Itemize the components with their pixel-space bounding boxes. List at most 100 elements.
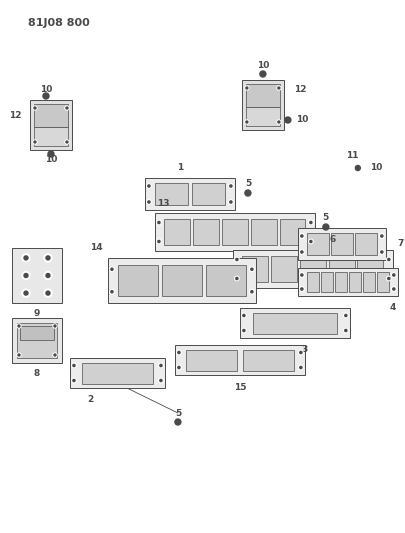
Circle shape <box>176 350 181 354</box>
Circle shape <box>250 290 252 293</box>
Circle shape <box>343 328 347 333</box>
Circle shape <box>48 151 54 157</box>
Circle shape <box>244 86 248 90</box>
Bar <box>271 256 296 282</box>
Circle shape <box>343 313 347 318</box>
Bar <box>250 219 276 245</box>
Circle shape <box>392 274 394 276</box>
Circle shape <box>147 185 150 187</box>
Text: 6: 6 <box>329 236 335 245</box>
Circle shape <box>386 257 390 262</box>
Circle shape <box>379 234 383 238</box>
Circle shape <box>250 268 252 270</box>
Bar <box>232 250 392 288</box>
Circle shape <box>391 273 395 277</box>
Circle shape <box>72 364 76 368</box>
Circle shape <box>386 276 390 281</box>
Bar <box>357 256 382 282</box>
Bar <box>375 272 388 292</box>
Circle shape <box>160 379 162 382</box>
Text: 11: 11 <box>345 150 357 159</box>
Circle shape <box>300 235 302 237</box>
Circle shape <box>17 353 21 357</box>
Text: 1: 1 <box>176 164 183 173</box>
Circle shape <box>387 259 389 261</box>
Circle shape <box>309 221 311 224</box>
Bar <box>185 350 237 370</box>
Circle shape <box>176 365 181 370</box>
Bar <box>222 219 247 245</box>
Bar <box>30 100 72 150</box>
Circle shape <box>299 273 303 277</box>
Circle shape <box>34 107 36 109</box>
Circle shape <box>146 200 151 204</box>
Circle shape <box>380 251 382 253</box>
Bar <box>306 233 328 255</box>
Text: 7: 7 <box>397 239 403 248</box>
Circle shape <box>158 364 163 368</box>
Circle shape <box>379 250 383 254</box>
Bar <box>328 256 354 282</box>
Bar <box>245 107 279 126</box>
Bar <box>334 272 346 292</box>
Circle shape <box>249 289 254 294</box>
Bar <box>252 312 336 334</box>
Circle shape <box>147 201 150 203</box>
Text: 2: 2 <box>87 395 93 405</box>
Text: 12: 12 <box>9 110 22 119</box>
Circle shape <box>46 291 50 295</box>
Circle shape <box>72 379 75 382</box>
Circle shape <box>24 256 28 260</box>
Bar <box>206 265 245 296</box>
Circle shape <box>244 190 250 196</box>
Circle shape <box>300 288 302 290</box>
Circle shape <box>177 351 179 353</box>
Circle shape <box>228 200 232 204</box>
Circle shape <box>65 106 69 110</box>
Bar <box>245 84 279 107</box>
Circle shape <box>299 287 303 291</box>
Circle shape <box>109 267 114 271</box>
Circle shape <box>33 140 37 144</box>
Bar <box>12 318 62 363</box>
Circle shape <box>44 254 52 262</box>
Circle shape <box>111 290 113 293</box>
Text: 9: 9 <box>34 309 40 318</box>
Text: 8: 8 <box>34 368 40 377</box>
Bar <box>145 178 234 210</box>
Circle shape <box>175 419 181 425</box>
Circle shape <box>24 291 28 295</box>
Text: 13: 13 <box>156 198 169 207</box>
Circle shape <box>33 106 37 110</box>
Circle shape <box>22 289 30 297</box>
Text: 10: 10 <box>295 116 307 125</box>
Bar <box>175 345 304 375</box>
Bar <box>108 258 255 303</box>
Bar <box>82 362 153 384</box>
Circle shape <box>53 353 57 357</box>
Bar <box>70 358 164 388</box>
Circle shape <box>298 365 302 370</box>
Circle shape <box>66 141 68 143</box>
Bar <box>347 272 360 292</box>
Circle shape <box>276 86 280 90</box>
Text: 12: 12 <box>293 85 306 94</box>
Circle shape <box>244 120 248 124</box>
Text: 5: 5 <box>244 179 250 188</box>
Bar <box>320 272 333 292</box>
Circle shape <box>242 329 244 332</box>
Circle shape <box>160 365 162 367</box>
Bar <box>34 127 68 146</box>
Circle shape <box>344 329 346 332</box>
Circle shape <box>392 288 394 290</box>
Circle shape <box>277 87 279 89</box>
Bar <box>354 233 376 255</box>
Circle shape <box>234 276 239 281</box>
Circle shape <box>235 259 237 261</box>
Circle shape <box>43 93 49 99</box>
Circle shape <box>24 273 28 278</box>
Circle shape <box>54 354 56 356</box>
Text: 10: 10 <box>369 164 381 173</box>
Circle shape <box>22 254 30 262</box>
Circle shape <box>229 185 231 187</box>
